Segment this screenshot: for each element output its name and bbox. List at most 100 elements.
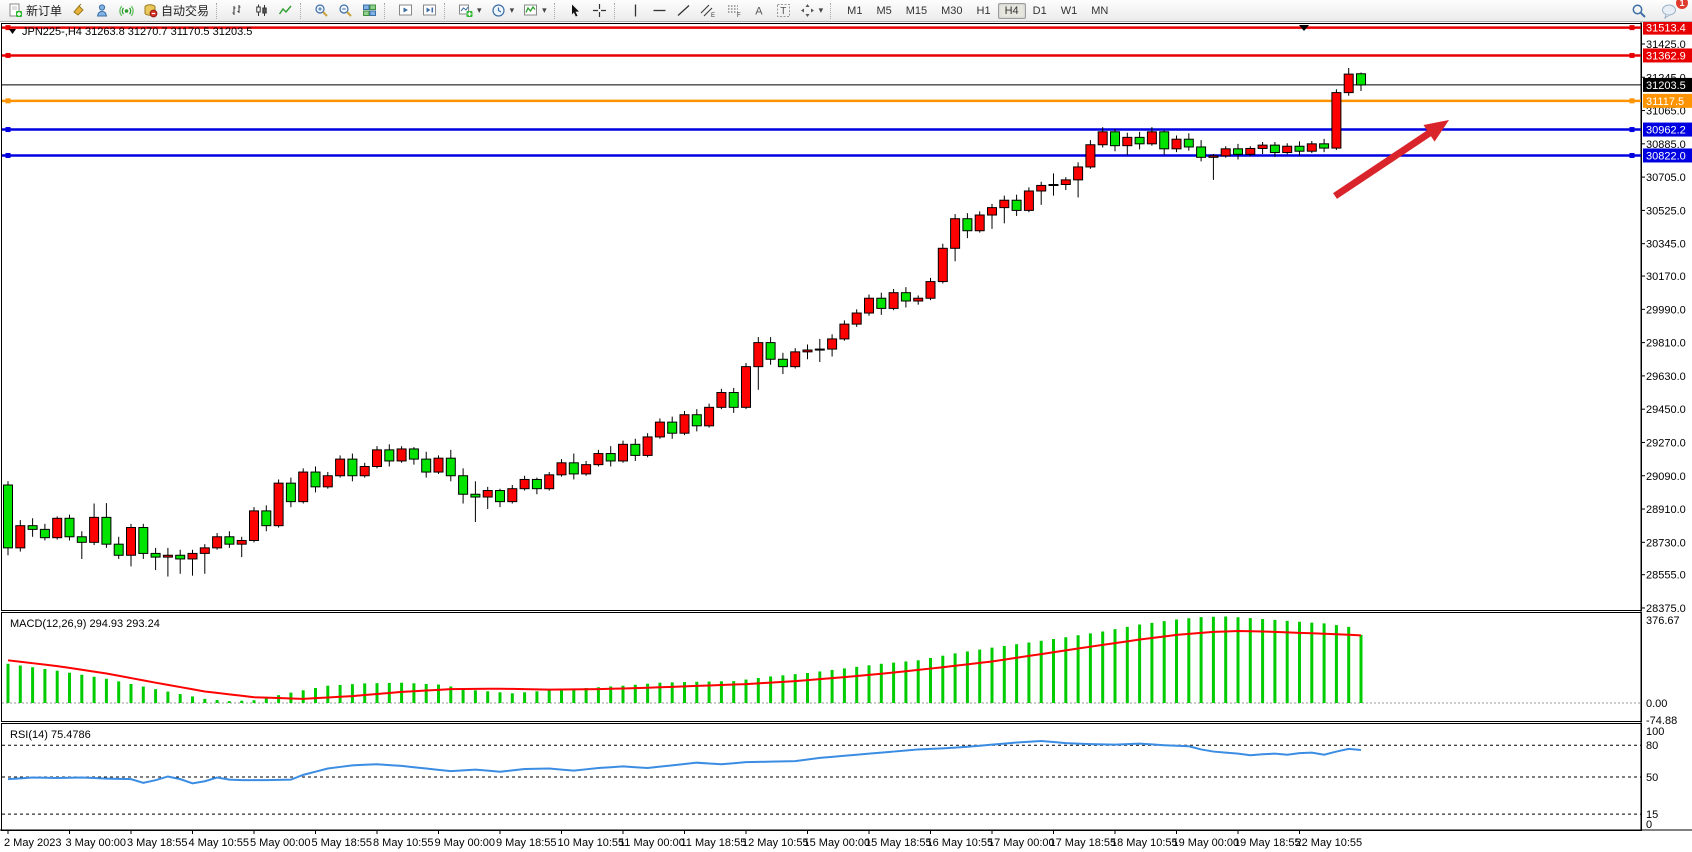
candle	[814, 348, 825, 351]
timeframe-M15[interactable]: M15	[905, 4, 928, 17]
symbol-dropdown-icon[interactable]	[9, 29, 16, 34]
candle	[544, 474, 555, 490]
chevron-down-icon: ▾	[542, 5, 547, 15]
crosshair-button[interactable]	[588, 1, 611, 21]
line-handle[interactable]	[5, 127, 11, 133]
price-tick-label: 28555.0	[1646, 570, 1686, 582]
candle	[224, 536, 235, 545]
line-handle[interactable]	[1629, 98, 1635, 104]
signal-button[interactable]	[115, 1, 138, 21]
trendline-button[interactable]	[672, 1, 695, 21]
price-badge	[1643, 93, 1692, 108]
timeframe-M5[interactable]: M5	[876, 4, 892, 17]
candle	[741, 366, 751, 408]
chart-canvas[interactable]: 31425.031245.031065.030885.030705.030525…	[0, 22, 1692, 852]
chart-shift-marker[interactable]	[1299, 25, 1309, 31]
trend-arrow[interactable]	[1333, 128, 1435, 199]
indicators-button[interactable]: ▾	[519, 1, 551, 21]
timeframe-W1[interactable]: W1	[1060, 4, 1078, 17]
autotrading-icon	[144, 4, 158, 18]
line-handle[interactable]	[1629, 25, 1635, 31]
cursor-icon	[571, 4, 579, 17]
line-handle[interactable]	[5, 98, 11, 104]
candlestick-chart-button[interactable]	[250, 1, 273, 21]
candle	[851, 312, 862, 325]
indicators-icon	[524, 4, 538, 16]
horizontal-line-button[interactable]	[648, 1, 671, 21]
price-badge	[1643, 122, 1692, 137]
candle	[864, 297, 874, 314]
fibonacci-button[interactable]: F	[722, 1, 747, 21]
chart-title: JPN225-,H4 31263.8 31270.7 31170.5 31203…	[22, 26, 252, 38]
publisher-button[interactable]	[91, 1, 114, 21]
timeframe-D1[interactable]: D1	[1032, 4, 1047, 17]
candle	[1356, 73, 1366, 86]
toolbar-separator	[384, 2, 389, 19]
price-tick-label: 29090.0	[1646, 471, 1686, 483]
candle	[1233, 148, 1243, 155]
svg-text:T: T	[780, 6, 786, 17]
rsi-scale-label: 100	[1646, 726, 1664, 738]
line-handle[interactable]	[5, 152, 11, 158]
time-label: 10 May 10:55	[558, 837, 625, 849]
price-tick-label: 29810.0	[1646, 338, 1686, 350]
text-label-button[interactable]: T	[772, 1, 795, 21]
price-badge-label: 31203.5	[1646, 80, 1686, 92]
candle	[642, 436, 653, 456]
strategy-tester-button[interactable]	[394, 1, 417, 21]
time-label: 3 May 00:00	[66, 837, 127, 849]
price-tick-label: 30525.0	[1646, 205, 1686, 217]
time-label: 5 May 18:55	[312, 837, 373, 849]
price-badge	[1643, 48, 1692, 63]
tile-windows-button[interactable]	[358, 1, 381, 21]
new-chart-button[interactable]: ▾	[454, 1, 486, 21]
macd-signal-line	[7, 629, 1362, 700]
timeframe-M1[interactable]: M1	[847, 4, 863, 17]
cursor-button[interactable]	[564, 1, 587, 21]
candle	[1282, 145, 1293, 154]
timeframe-H4[interactable]: H4	[997, 2, 1026, 19]
time-label: 11 May 00:00	[619, 837, 685, 849]
candle	[175, 554, 186, 560]
step-forward-button[interactable]	[418, 1, 441, 21]
bar-chart-icon	[232, 5, 241, 15]
trend-arrow-head[interactable]	[1423, 120, 1449, 142]
timeframe-MN[interactable]: MN	[1091, 4, 1109, 17]
channel-button[interactable]: E	[696, 1, 721, 21]
candle	[1343, 73, 1354, 94]
candle	[618, 443, 628, 462]
price-badge-label: 30962.2	[1646, 125, 1686, 137]
publisher-icon	[96, 4, 108, 17]
bar-chart-button[interactable]	[226, 1, 249, 21]
line-handle[interactable]	[5, 52, 11, 58]
line-handle[interactable]	[1629, 52, 1635, 58]
candle	[52, 517, 63, 539]
price-tick-label: 28375.0	[1646, 603, 1686, 615]
price-tick-label: 29270.0	[1646, 437, 1686, 449]
line-handle[interactable]	[5, 25, 11, 31]
chat-button[interactable]: 1	[1657, 0, 1688, 21]
line-chart-button[interactable]	[274, 1, 297, 21]
toolbar-separator	[444, 2, 449, 19]
time-label: 17 May 00:00	[988, 837, 1055, 849]
time-label: 18 May 10:55	[1111, 837, 1178, 849]
arrows-button[interactable]: ▾	[796, 1, 828, 21]
styler-button[interactable]	[67, 1, 90, 21]
zoom-in-button[interactable]	[310, 1, 333, 21]
line-handle[interactable]	[1629, 152, 1635, 158]
price-tick-label: 28910.0	[1646, 504, 1686, 516]
vertical-line-button[interactable]	[624, 1, 647, 21]
line-handle[interactable]	[1629, 127, 1635, 133]
search-button[interactable]	[1627, 1, 1651, 21]
zoom-out-button[interactable]	[334, 1, 357, 21]
toolbar-separator	[300, 2, 305, 19]
svg-text:E: E	[711, 13, 715, 18]
text-button[interactable]: A	[748, 1, 771, 21]
autotrading-button[interactable]: 自动交易	[139, 1, 213, 21]
timeframe-M30[interactable]: M30	[941, 4, 963, 17]
clock-button[interactable]: ▾	[487, 1, 519, 21]
price-tick-label: 30885.0	[1646, 139, 1686, 151]
timeframe-H1[interactable]: H1	[976, 4, 991, 17]
time-label: 15 May 00:00	[804, 837, 871, 849]
new-order-button[interactable]: 新订单	[4, 1, 66, 21]
